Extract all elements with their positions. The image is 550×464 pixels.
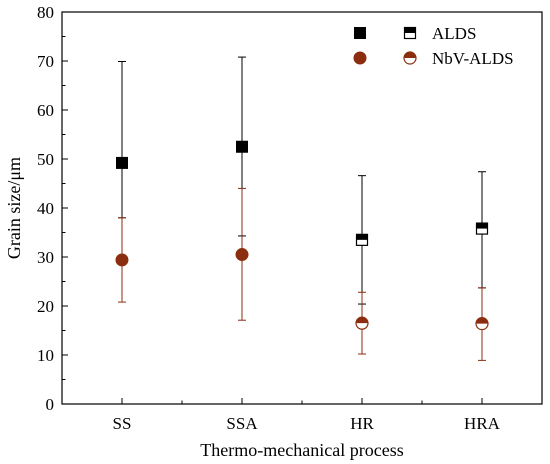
legend-half-marker: [403, 51, 417, 65]
y-tick-label: 20: [37, 297, 54, 316]
data-point-marker: [475, 222, 489, 235]
data-point-marker: [475, 317, 489, 331]
x-axis: SS SSA HR HRA: [113, 398, 501, 433]
legend-solid-marker: [354, 27, 366, 39]
x-tick-label: SS: [113, 414, 132, 433]
legend-label: ALDS: [432, 24, 476, 43]
data-point-marker: [355, 316, 369, 330]
y-tick-label: 70: [37, 52, 54, 71]
data-point-marker: [235, 248, 249, 262]
legend-half-marker: [403, 26, 417, 40]
series-1: [118, 187, 486, 361]
series-0: [118, 56, 486, 305]
y-tick-label: 30: [37, 248, 54, 267]
legend-label: NbV-ALDS: [432, 49, 514, 68]
y-tick-label: 50: [37, 150, 54, 169]
x-axis-label: Thermo-mechanical process: [200, 440, 403, 460]
y-tick-label: 60: [37, 101, 54, 120]
error-bar: [118, 60, 126, 219]
x-tick-label: HR: [350, 414, 374, 433]
legend-solid-marker: [353, 51, 367, 65]
data-point-marker: [115, 253, 129, 267]
legend-item: ALDS: [354, 24, 476, 43]
legend-item: NbV-ALDS: [353, 49, 514, 68]
series-layer: [115, 56, 489, 361]
y-tick-label: 0: [46, 395, 55, 414]
y-axis: 0 10 20 30 40 50 60 70 80: [37, 3, 68, 414]
data-point-marker: [355, 233, 369, 246]
series-0-points: [116, 140, 489, 246]
y-tick-label: 80: [37, 3, 54, 22]
y-axis-label: Grain size/μm: [4, 157, 24, 259]
y-tick-label: 10: [37, 346, 54, 365]
series-1-points: [115, 248, 489, 331]
y-tick-label: 40: [37, 199, 54, 218]
data-point-marker: [116, 156, 128, 169]
legend: ALDS NbV-ALDS: [353, 24, 514, 68]
x-tick-label: SSA: [226, 414, 258, 433]
plot-area-frame: [61, 11, 543, 405]
data-point-marker: [236, 140, 248, 153]
x-tick-label: HRA: [464, 414, 501, 433]
